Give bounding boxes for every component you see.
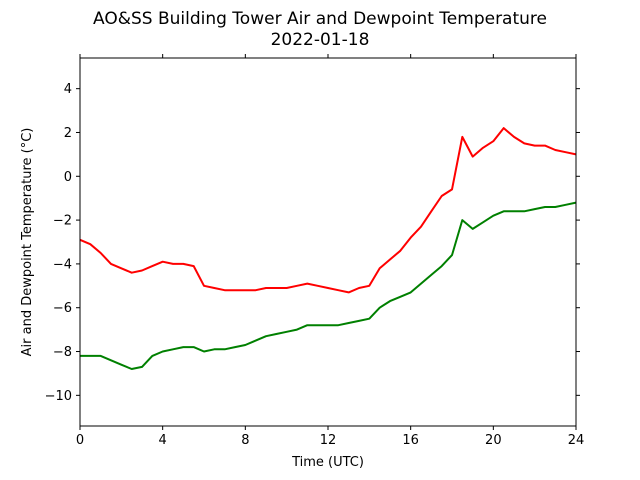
x-tick-label: 12 xyxy=(320,433,337,448)
y-axis-label: Air and Dewpoint Temperature (°C) xyxy=(20,128,35,357)
x-tick-label: 24 xyxy=(568,433,585,448)
x-axis: 0 4 8 12 16 20 24 xyxy=(76,54,584,448)
chart-subtitle: 2022-01-18 xyxy=(271,30,370,50)
x-axis-label: Time (UTC) xyxy=(291,455,364,470)
plot-frame xyxy=(79,57,577,427)
series-line-0 xyxy=(79,127,577,294)
y-tick-label: −6 xyxy=(53,301,72,316)
y-tick-label: −4 xyxy=(53,257,72,272)
y-tick-label: 4 xyxy=(64,82,72,97)
chart-title: AO&SS Building Tower Air and Dewpoint Te… xyxy=(93,9,547,29)
y-tick-label: −8 xyxy=(53,345,72,360)
y-tick-label: 2 xyxy=(64,126,72,141)
y-axis: −10 −8 −6 −4 −2 0 2 4 xyxy=(45,82,580,404)
x-tick-label: 8 xyxy=(241,433,249,448)
plot-lines xyxy=(79,127,577,370)
y-tick-label: −2 xyxy=(53,214,72,229)
x-tick-label: 20 xyxy=(485,433,502,448)
x-tick-label: 4 xyxy=(159,433,167,448)
y-tick-label: 0 xyxy=(64,170,72,185)
x-tick-label: 0 xyxy=(76,433,84,448)
series-line-1 xyxy=(80,201,577,370)
y-tick-label: −10 xyxy=(45,389,72,404)
x-tick-label: 16 xyxy=(402,433,419,448)
